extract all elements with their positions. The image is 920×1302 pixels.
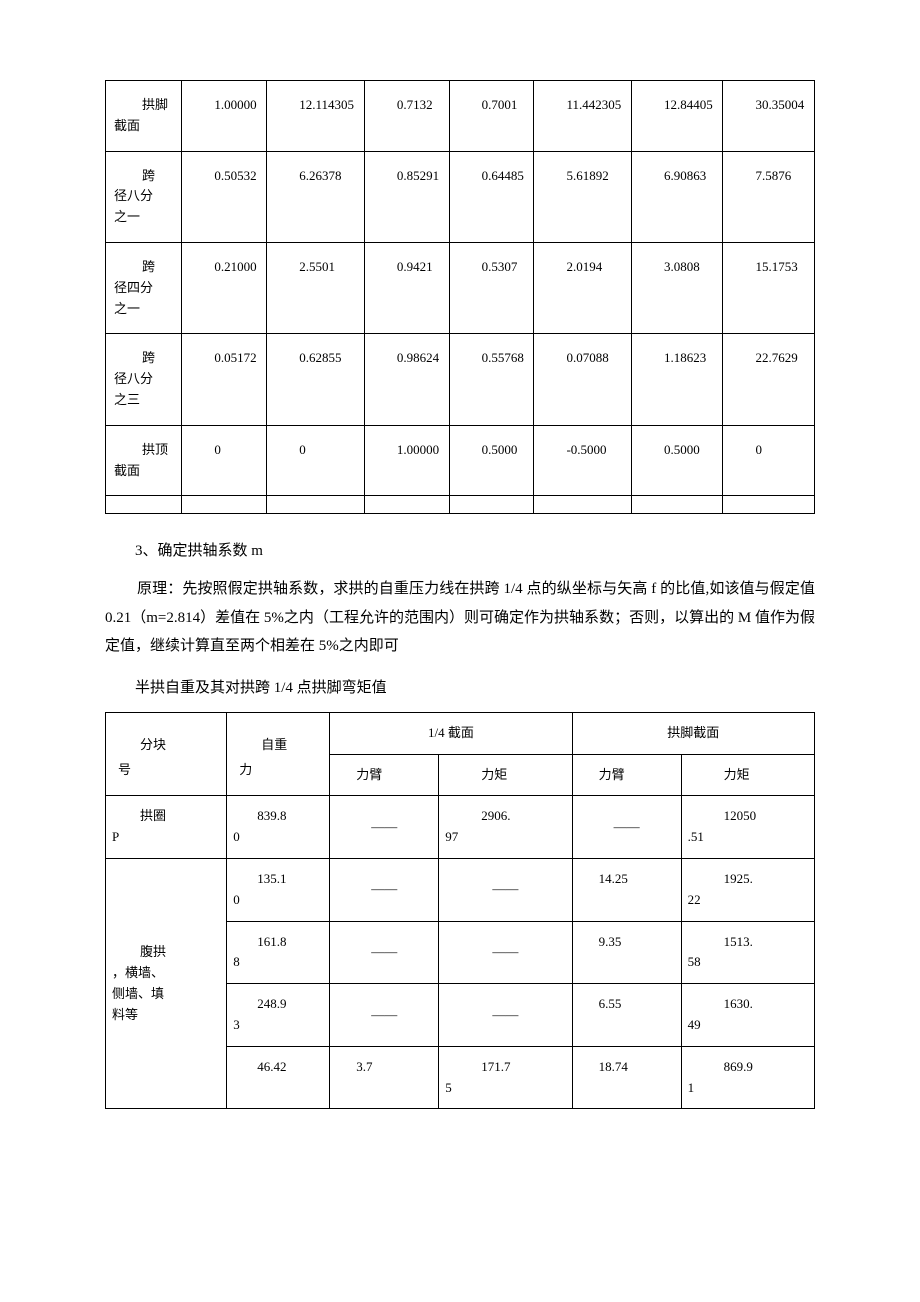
table-cell: 1513.58 bbox=[681, 921, 814, 984]
table-cell: 0 bbox=[723, 425, 815, 496]
table-cell: 0 bbox=[182, 425, 267, 496]
table-row: 腹拱，横墙、侧墙、填料等 135.10 —— —— 14.25 1925.22 bbox=[106, 859, 815, 922]
table-cell: 2.5501 bbox=[267, 242, 365, 333]
table-row: 跨径八分之一 0.50532 6.26378 0.85291 0.64485 5… bbox=[106, 151, 815, 242]
table-cell: —— bbox=[330, 921, 439, 984]
body-paragraph: 原理：先按照假定拱轴系数，求拱的自重压力线在拱跨 1/4 点的纵坐标与矢高 f … bbox=[105, 575, 815, 661]
table-cell: 12.114305 bbox=[267, 81, 365, 152]
table-cell: 1.00000 bbox=[182, 81, 267, 152]
table-cell: 0.5307 bbox=[449, 242, 534, 333]
row-label: 拱圈 P bbox=[106, 796, 227, 859]
table-cell: 0.55768 bbox=[449, 334, 534, 425]
table-cell: 7.5876 bbox=[723, 151, 815, 242]
table-cell: 1925.22 bbox=[681, 859, 814, 922]
table-cell: 3.7 bbox=[330, 1046, 439, 1109]
column-subheader: 力矩 bbox=[681, 754, 814, 796]
table-cell: —— bbox=[330, 796, 439, 859]
column-subheader: 力臂 bbox=[572, 754, 681, 796]
table-cell: 0.85291 bbox=[364, 151, 449, 242]
table-cell: 11.442305 bbox=[534, 81, 632, 152]
column-header: 自重 力 bbox=[227, 712, 330, 796]
table-cell: 0.7001 bbox=[449, 81, 534, 152]
table-cell: 0.64485 bbox=[449, 151, 534, 242]
table-cell: —— bbox=[439, 984, 572, 1047]
table-cell: 2.0194 bbox=[534, 242, 632, 333]
table-cell: 0.98624 bbox=[364, 334, 449, 425]
table-header-row: 分块 号 自重 力 1/4 截面 拱脚截面 bbox=[106, 712, 815, 754]
table-cell: —— bbox=[330, 859, 439, 922]
column-subheader: 力矩 bbox=[439, 754, 572, 796]
column-subheader: 力臂 bbox=[330, 754, 439, 796]
table-cell: 12.84405 bbox=[632, 81, 723, 152]
table-cell: 161.88 bbox=[227, 921, 330, 984]
table-cell: 6.55 bbox=[572, 984, 681, 1047]
section-heading: 3、确定拱轴系数 m bbox=[135, 539, 815, 560]
table-cell: 0.21000 bbox=[182, 242, 267, 333]
table-cell: 171.75 bbox=[439, 1046, 572, 1109]
table-cell: 14.25 bbox=[572, 859, 681, 922]
table-row: 跨径四分之一 0.21000 2.5501 0.9421 0.5307 2.01… bbox=[106, 242, 815, 333]
table-cell: 0.5000 bbox=[632, 425, 723, 496]
table-cell: 0.62855 bbox=[267, 334, 365, 425]
table-cell: 15.1753 bbox=[723, 242, 815, 333]
row-label: 拱脚截面 bbox=[106, 81, 182, 152]
column-header-group: 拱脚截面 bbox=[572, 712, 814, 754]
row-label: 跨径八分之三 bbox=[106, 334, 182, 425]
table-cell: —— bbox=[572, 796, 681, 859]
table-cell: 0 bbox=[267, 425, 365, 496]
table-cell: -0.5000 bbox=[534, 425, 632, 496]
table-cell: 12050.51 bbox=[681, 796, 814, 859]
table-cell: 0.05172 bbox=[182, 334, 267, 425]
table-cell: 3.0808 bbox=[632, 242, 723, 333]
table-cell: 9.35 bbox=[572, 921, 681, 984]
table-cell: 0.5000 bbox=[449, 425, 534, 496]
table-row: 拱脚截面 1.00000 12.114305 0.7132 0.7001 11.… bbox=[106, 81, 815, 152]
table-cell: 0.07088 bbox=[534, 334, 632, 425]
table-cell: 18.74 bbox=[572, 1046, 681, 1109]
self-weight-moment-table: 分块 号 自重 力 1/4 截面 拱脚截面 力臂 力矩 力臂 力矩 拱圈 P 8… bbox=[105, 712, 815, 1110]
table-cell: 1.00000 bbox=[364, 425, 449, 496]
arch-section-table: 拱脚截面 1.00000 12.114305 0.7132 0.7001 11.… bbox=[105, 80, 815, 514]
table-cell: 1.18623 bbox=[632, 334, 723, 425]
column-header-group: 1/4 截面 bbox=[330, 712, 572, 754]
subsection-heading: 半拱自重及其对拱跨 1/4 点拱脚弯矩值 bbox=[135, 676, 815, 697]
table-cell: 2906.97 bbox=[439, 796, 572, 859]
table-row: 跨径八分之三 0.05172 0.62855 0.98624 0.55768 0… bbox=[106, 334, 815, 425]
row-label: 跨径八分之一 bbox=[106, 151, 182, 242]
table-cell: 6.26378 bbox=[267, 151, 365, 242]
column-header: 分块 号 bbox=[106, 712, 227, 796]
table-cell: 839.80 bbox=[227, 796, 330, 859]
table-cell: 5.61892 bbox=[534, 151, 632, 242]
row-group-label: 腹拱，横墙、侧墙、填料等 bbox=[106, 859, 227, 1109]
table-cell: 248.93 bbox=[227, 984, 330, 1047]
table-empty-row bbox=[106, 496, 815, 514]
table-cell: 30.35004 bbox=[723, 81, 815, 152]
table-cell: 869.91 bbox=[681, 1046, 814, 1109]
row-label: 拱顶截面 bbox=[106, 425, 182, 496]
table-cell: 22.7629 bbox=[723, 334, 815, 425]
table-row: 拱圈 P 839.80 —— 2906.97 —— 12050.51 bbox=[106, 796, 815, 859]
table-row: 拱顶截面 0 0 1.00000 0.5000 -0.5000 0.5000 0 bbox=[106, 425, 815, 496]
row-label: 跨径四分之一 bbox=[106, 242, 182, 333]
table-cell: —— bbox=[330, 984, 439, 1047]
table-cell: 0.7132 bbox=[364, 81, 449, 152]
table-cell: 46.42 bbox=[227, 1046, 330, 1109]
table-cell: 0.50532 bbox=[182, 151, 267, 242]
table-cell: —— bbox=[439, 921, 572, 984]
table-cell: 6.90863 bbox=[632, 151, 723, 242]
table-cell: —— bbox=[439, 859, 572, 922]
table-cell: 135.10 bbox=[227, 859, 330, 922]
table-cell: 1630.49 bbox=[681, 984, 814, 1047]
table-cell: 0.9421 bbox=[364, 242, 449, 333]
